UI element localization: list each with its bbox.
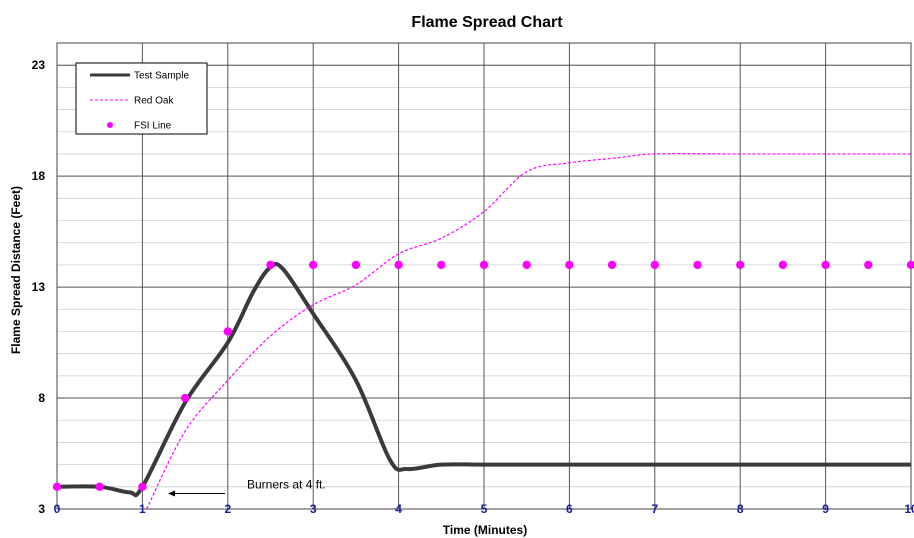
legend-label-test-sample: Test Sample bbox=[134, 71, 189, 82]
fsi-line-marker bbox=[607, 260, 617, 270]
x-tick-label: 9 bbox=[822, 502, 829, 516]
x-ticks: 0 1 2 3 4 5 6 7 8 9 10 bbox=[54, 502, 914, 516]
fsi-line-marker bbox=[309, 260, 318, 270]
y-tick-label: 23 bbox=[32, 58, 46, 72]
y-ticks: 3 8 13 18 23 bbox=[32, 58, 46, 516]
x-tick-label: 5 bbox=[481, 502, 488, 516]
legend-label-fsi-line: FSI Line bbox=[134, 121, 172, 132]
legend: Test Sample Red Oak FSI Line bbox=[75, 62, 208, 135]
plot-border bbox=[56, 42, 912, 510]
y-tick-label: 18 bbox=[32, 169, 46, 183]
x-axis-title: Time (Minutes) bbox=[443, 523, 527, 537]
fsi-line-marker bbox=[180, 393, 190, 403]
fsi-line-marker bbox=[778, 260, 788, 270]
y-tick-label: 13 bbox=[32, 280, 46, 294]
fsi-line-marker bbox=[138, 482, 147, 492]
red-oak-line bbox=[146, 153, 911, 510]
fsi-line-marker bbox=[693, 260, 702, 270]
x-tick-label: 2 bbox=[224, 502, 231, 516]
fsi-line-marker bbox=[223, 327, 232, 336]
x-tick-label: 0 bbox=[54, 502, 61, 516]
x-tick-label: 3 bbox=[310, 502, 317, 516]
legend-label-red-oak: Red Oak bbox=[134, 96, 174, 107]
x-tick-label: 1 bbox=[139, 502, 146, 516]
annotation-text: Burners at 4 ft. bbox=[247, 477, 326, 491]
fsi-line-marker bbox=[479, 260, 489, 270]
fsi-line-marker bbox=[736, 260, 745, 270]
fsi-line-marker bbox=[650, 260, 659, 270]
fsi-line-marker bbox=[394, 260, 403, 270]
chart-title: Flame Spread Chart bbox=[411, 14, 563, 31]
fsi-line-marker bbox=[437, 260, 446, 270]
series-layer bbox=[52, 153, 914, 510]
y-axis-title: Flame Spread Distance (Feet) bbox=[9, 186, 23, 354]
annotations: Burners at 4 ft. bbox=[168, 477, 326, 497]
fsi-line-marker bbox=[351, 260, 361, 270]
fsi-line-marker bbox=[522, 260, 531, 270]
fsi-line-marker bbox=[95, 482, 104, 492]
legend-swatch-fsi-line bbox=[107, 122, 113, 128]
fsi-line-marker bbox=[821, 260, 830, 270]
fsi-line-marker bbox=[906, 260, 914, 270]
fsi-line-marker bbox=[266, 260, 275, 270]
y-tick-label: 3 bbox=[38, 502, 45, 516]
fsi-line-marker bbox=[565, 260, 574, 270]
x-tick-label: 6 bbox=[566, 502, 573, 516]
fsi-line-marker bbox=[52, 482, 62, 492]
x-tick-label: 8 bbox=[737, 502, 744, 516]
x-tick-label: 10 bbox=[904, 502, 914, 516]
fsi-line-marker bbox=[864, 260, 873, 270]
y-tick-label: 8 bbox=[38, 391, 45, 405]
grid bbox=[56, 42, 912, 510]
x-tick-label: 7 bbox=[651, 502, 658, 516]
annotation-arrowhead bbox=[168, 490, 176, 497]
test-sample-line bbox=[56, 261, 911, 498]
x-tick-label: 4 bbox=[395, 502, 402, 516]
